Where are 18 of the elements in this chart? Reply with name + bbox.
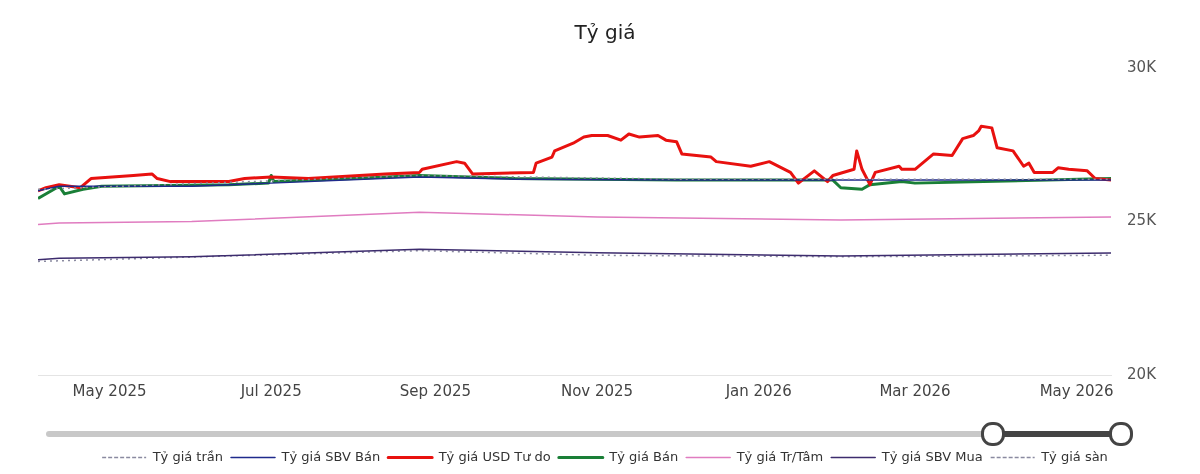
legend-label: Tỷ giá SBV Mua bbox=[880, 448, 983, 464]
y-tick-label: 20K bbox=[1127, 364, 1158, 383]
x-tick-label: Jan 2026 bbox=[724, 381, 792, 400]
legend-label: Tỷ giá sàn bbox=[1040, 448, 1108, 464]
x-tick-label: Mar 2026 bbox=[879, 381, 951, 400]
chart-title: Tỷ giá bbox=[573, 20, 636, 45]
legend-label: Tỷ giá Bán bbox=[608, 448, 679, 464]
legend-label: Tỷ giá trần bbox=[151, 448, 224, 464]
legend-label: Tỷ giá USD Tư do bbox=[437, 448, 551, 464]
legend-label: Tỷ giá SBV Bán bbox=[280, 448, 381, 464]
y-tick-label: 30K bbox=[1127, 57, 1158, 76]
legend-label: Tỷ giá Tr/Tâm bbox=[735, 448, 824, 464]
x-tick-label: Nov 2025 bbox=[560, 381, 634, 400]
y-tick-label: 25K bbox=[1127, 211, 1158, 230]
x-tick-label: Jul 2025 bbox=[239, 381, 302, 400]
x-tick-label: Sep 2025 bbox=[399, 381, 472, 400]
x-tick-label: May 2025 bbox=[72, 381, 147, 400]
x-tick-label: May 2026 bbox=[1039, 381, 1114, 400]
